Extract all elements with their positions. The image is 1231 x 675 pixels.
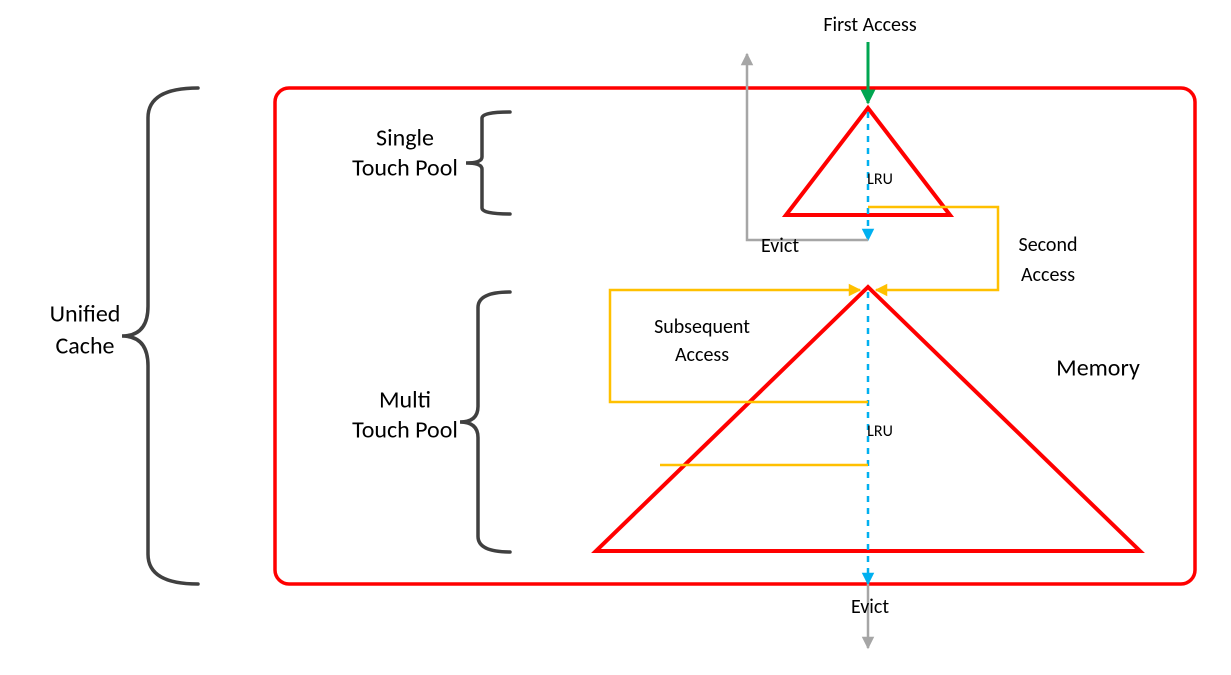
brace-unified-cache — [122, 88, 198, 584]
label-single-touch-2: Touch Pool — [352, 154, 458, 183]
evict-top-arrow — [747, 54, 868, 240]
brace-single-touch — [466, 112, 510, 214]
label-second-access-1: Second — [1019, 233, 1078, 257]
label-unified-cache-1: Unified — [50, 300, 121, 329]
label-lru-big: LRU — [867, 422, 893, 441]
label-subsequent-2: Access — [675, 343, 729, 367]
label-evict-top: Evict — [761, 234, 799, 258]
label-second-access-2: Access — [1021, 263, 1075, 287]
subsequent-access-path — [610, 290, 868, 402]
label-multi-touch-2: Touch Pool — [352, 416, 458, 445]
label-single-touch-1: Single — [376, 124, 434, 153]
label-lru-small: LRU — [867, 170, 893, 189]
label-evict-bottom: Evict — [851, 595, 889, 619]
label-memory: Memory — [1056, 354, 1140, 383]
label-multi-touch-1: Multi — [379, 386, 431, 415]
brace-multi-touch — [460, 292, 510, 552]
label-subsequent-1: Subsequent — [654, 315, 750, 339]
label-unified-cache-2: Cache — [56, 332, 115, 361]
label-first-access: First Access — [823, 13, 916, 37]
second-access-path — [868, 207, 998, 290]
